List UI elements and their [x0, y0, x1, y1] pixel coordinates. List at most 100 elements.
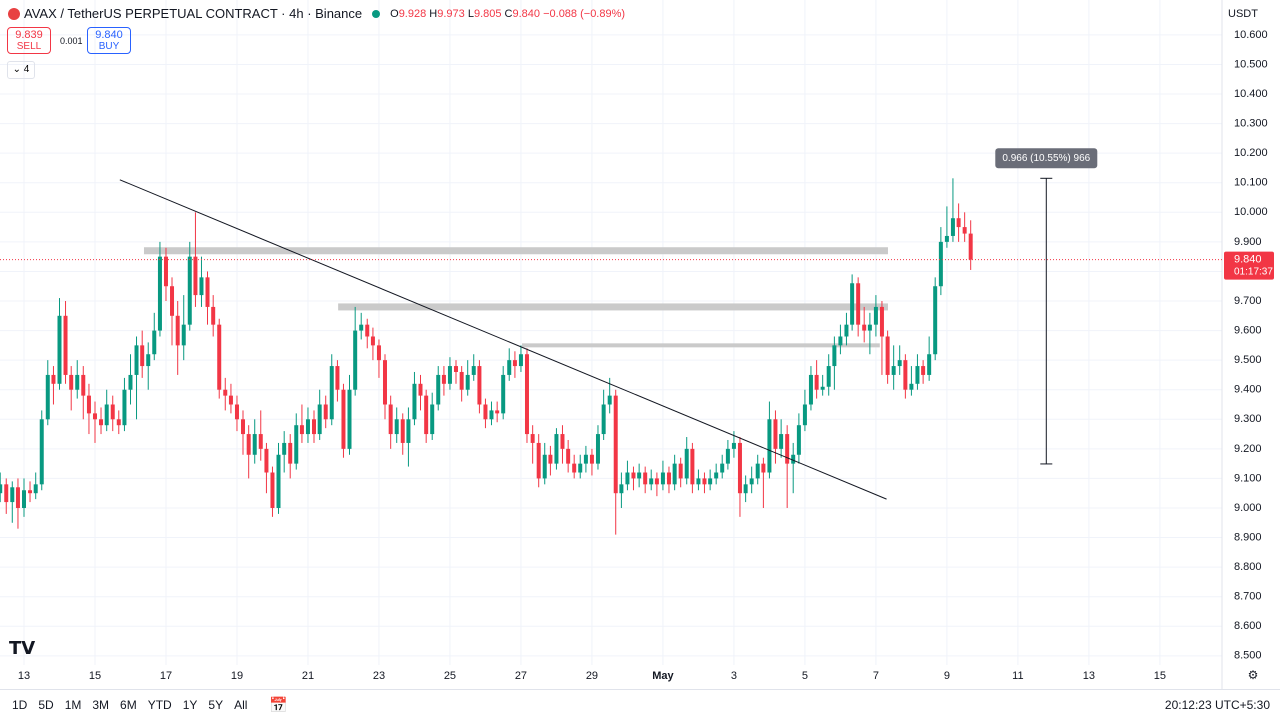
- candle-body: [394, 419, 399, 435]
- c-label: C: [504, 7, 513, 20]
- x-tick-label: 9: [944, 670, 950, 682]
- candle-body: [99, 419, 104, 426]
- date-range-icon[interactable]: 📅: [269, 697, 289, 714]
- y-tick-label: 10.500: [1234, 58, 1268, 70]
- candle-body: [323, 404, 328, 420]
- measure-label-bg: [995, 148, 1098, 169]
- candle-body: [518, 354, 523, 367]
- candle-body: [749, 478, 754, 485]
- sell-button[interactable]: 9.839 SELL: [7, 27, 51, 54]
- ohlc-legend: O9.928 H9.973 L9.805 C9.840 −0.088 (−0.8…: [390, 8, 625, 20]
- range-button[interactable]: All: [234, 698, 248, 712]
- x-tick-label: 15: [89, 670, 101, 682]
- measure-label: 0.966 (10.55%) 966: [1002, 153, 1090, 164]
- settings-icon[interactable]: ⚙: [1248, 668, 1259, 682]
- y-tick-label: 9.600: [1234, 324, 1262, 336]
- candle-body: [601, 404, 606, 435]
- candle-body: [625, 472, 630, 485]
- candle-body: [10, 487, 15, 503]
- candle-body: [524, 354, 529, 435]
- candle-body: [282, 442, 287, 455]
- buy-label: BUY: [98, 41, 120, 52]
- candle-body: [15, 487, 20, 508]
- candle-body: [270, 472, 275, 508]
- x-tick-label: 11: [1012, 670, 1023, 682]
- candle-body: [755, 463, 760, 479]
- candle-body: [743, 484, 748, 494]
- candle-body: [152, 330, 157, 355]
- candle-body: [731, 442, 736, 449]
- x-tick-label: 15: [1154, 670, 1166, 682]
- candle-body: [950, 218, 955, 236]
- o-value: 9.928: [398, 7, 427, 20]
- x-tick-label: 23: [373, 670, 385, 682]
- symbol[interactable]: AVAX / TetherUS PERPETUAL CONTRACT · 4h …: [24, 6, 363, 21]
- x-tick-label: 21: [302, 670, 314, 682]
- range-button[interactable]: 1M: [64, 698, 82, 712]
- range-button[interactable]: 6M: [120, 698, 137, 712]
- candle-body: [453, 366, 458, 372]
- candle-body: [28, 490, 33, 494]
- candle-body: [572, 463, 577, 473]
- buy-button[interactable]: 9.840 BUY: [87, 27, 131, 54]
- candle-body: [578, 463, 583, 473]
- candle-body: [81, 374, 86, 396]
- candle-body: [21, 490, 26, 508]
- x-tick-label: May: [652, 670, 674, 682]
- indicator-toggle[interactable]: ⌄ 4: [7, 61, 35, 79]
- sell-label: SELL: [16, 41, 42, 52]
- candle-body: [365, 324, 370, 337]
- candle-body: [938, 241, 943, 287]
- candle-body: [909, 383, 914, 390]
- candle-body: [808, 374, 813, 405]
- candle-body: [607, 395, 612, 405]
- candle-body: [217, 324, 222, 390]
- candle-body: [436, 374, 441, 405]
- x-tick-label: 25: [444, 670, 456, 682]
- buy-price: 9.840: [95, 29, 123, 41]
- candle-body: [45, 374, 50, 420]
- candle-body: [696, 478, 701, 485]
- candle-body: [170, 286, 175, 316]
- y-tick-label: 8.600: [1234, 620, 1262, 632]
- sell-price: 9.839: [15, 29, 43, 41]
- candle-body: [897, 360, 902, 367]
- y-tick-label: 9.300: [1234, 413, 1262, 425]
- range-button[interactable]: 1D: [12, 698, 28, 712]
- candle-body: [962, 227, 967, 234]
- y-tick-label: 8.800: [1234, 561, 1262, 573]
- candle-body: [850, 283, 855, 325]
- candle-body: [643, 472, 648, 485]
- candle-body: [441, 374, 446, 384]
- range-button[interactable]: 5Y: [208, 698, 224, 712]
- candle-body: [903, 360, 908, 390]
- header: AVAX / TetherUS PERPETUAL CONTRACT · 4h …: [8, 6, 625, 21]
- range-button[interactable]: 5D: [38, 698, 54, 712]
- candle-body: [418, 383, 423, 396]
- o-label: O: [390, 7, 399, 20]
- candle-body: [0, 484, 3, 494]
- candle-body: [654, 478, 659, 485]
- candle-body: [867, 324, 872, 331]
- candle-body: [678, 463, 683, 479]
- range-button[interactable]: 1Y: [182, 698, 198, 712]
- candle-body: [944, 235, 949, 242]
- x-tick-label: 3: [731, 670, 737, 682]
- y-tick-label: 9.500: [1234, 354, 1262, 366]
- candle-body: [838, 336, 843, 346]
- range-button[interactable]: YTD: [147, 698, 172, 712]
- candle-body: [477, 366, 482, 405]
- candle-body: [447, 366, 452, 384]
- candle-body: [631, 472, 636, 479]
- candle-body: [299, 425, 304, 435]
- y-tick-label: 9.000: [1234, 502, 1262, 514]
- candle-body: [252, 434, 257, 455]
- candle-body: [637, 472, 642, 479]
- candle-body: [187, 256, 192, 325]
- range-button[interactable]: 3M: [92, 698, 110, 712]
- candle-body: [862, 324, 867, 331]
- candle-body: [595, 434, 600, 464]
- candle-body: [826, 366, 831, 387]
- candle-body: [767, 419, 772, 473]
- candle-body: [672, 463, 677, 485]
